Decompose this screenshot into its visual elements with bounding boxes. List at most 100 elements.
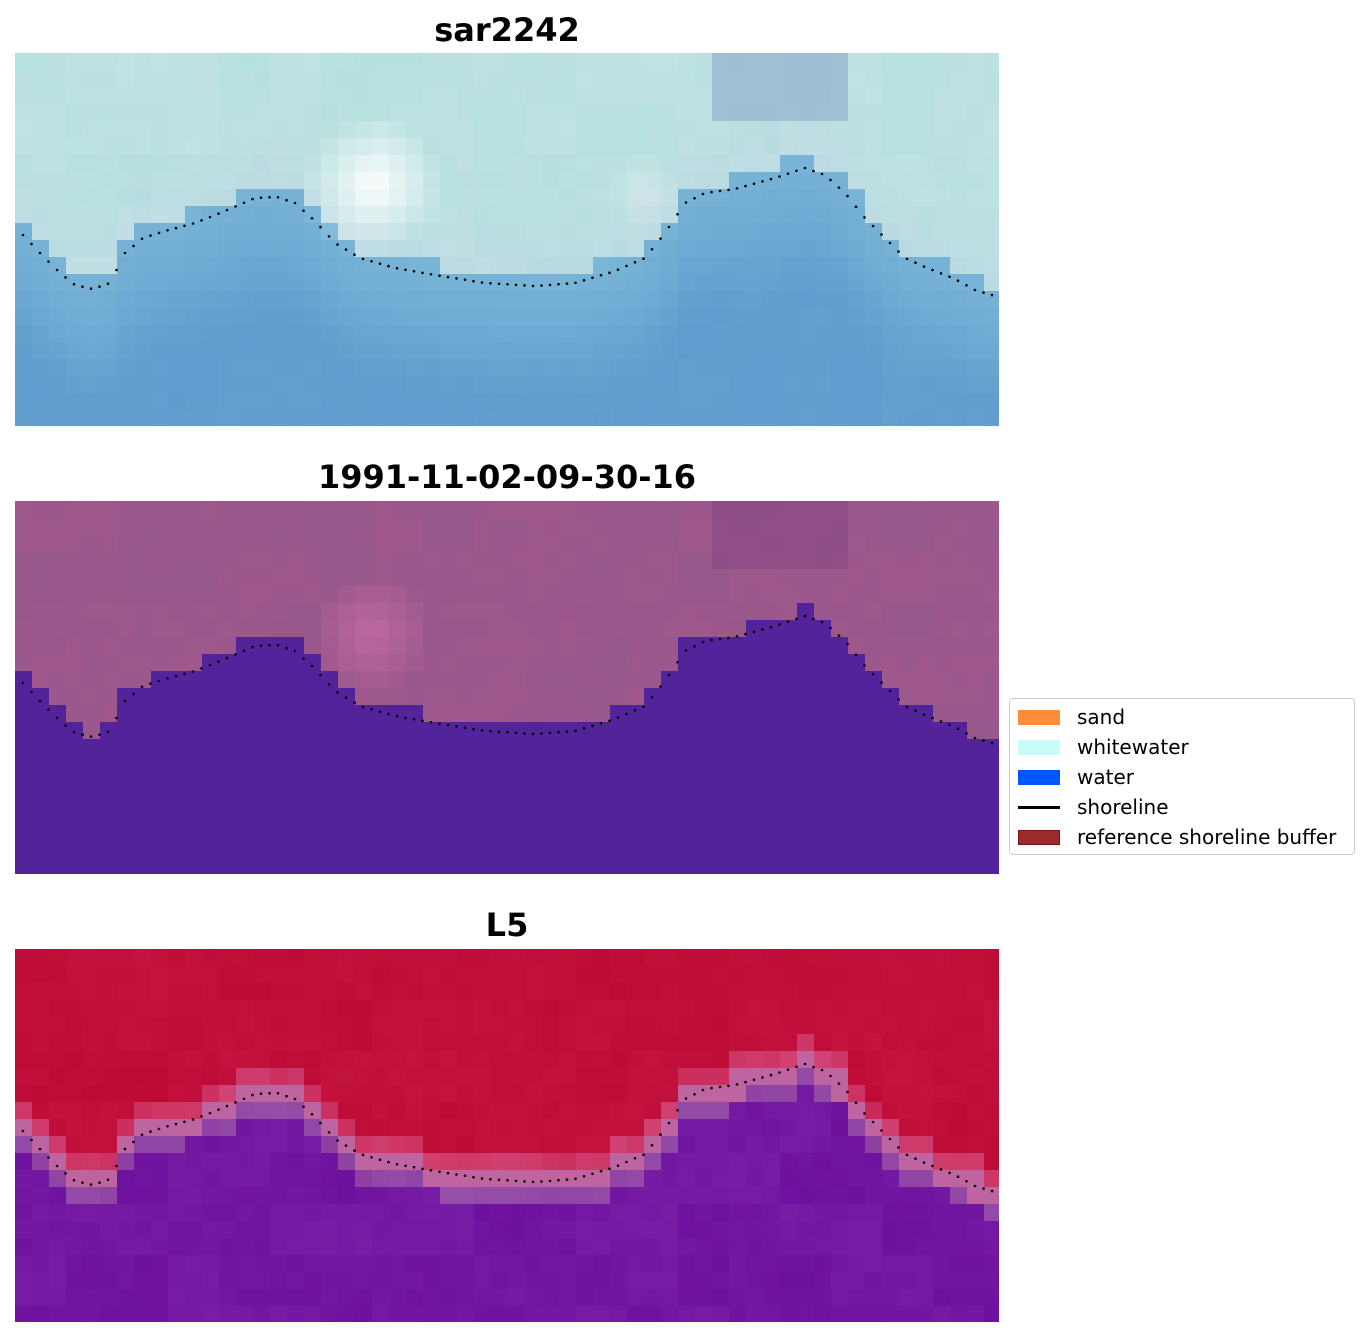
shoreline-point — [514, 731, 518, 735]
shoreline-point — [361, 257, 365, 261]
classification-image — [15, 501, 999, 874]
shoreline-point — [863, 216, 866, 219]
shoreline-point — [200, 667, 203, 670]
shoreline-point — [812, 1065, 815, 1069]
shoreline-point — [769, 177, 773, 181]
shoreline-point — [778, 1071, 781, 1074]
shoreline-point — [973, 288, 977, 292]
shoreline-swatch — [1018, 800, 1060, 815]
shoreline-point — [676, 661, 679, 664]
shoreline-point — [489, 282, 492, 285]
shoreline-point — [463, 726, 467, 730]
shoreline-point — [47, 260, 50, 263]
shoreline-point — [956, 279, 960, 282]
legend-item-water: water — [1018, 765, 1134, 789]
shoreline-point — [846, 642, 849, 646]
shoreline-point — [404, 268, 407, 272]
shoreline-point — [701, 640, 705, 644]
shoreline-point — [225, 1104, 229, 1108]
shoreline-point — [684, 1097, 688, 1100]
shoreline-point — [370, 260, 373, 263]
shoreline-point — [200, 1115, 203, 1118]
legend-item-sand: sand — [1018, 705, 1125, 729]
shoreline-point — [455, 277, 458, 280]
shoreline-point — [965, 284, 968, 287]
shoreline-point — [727, 1084, 730, 1088]
shoreline-point — [115, 268, 118, 272]
shoreline-point — [72, 1178, 76, 1182]
shoreline-point — [183, 672, 186, 676]
shoreline-point — [293, 201, 297, 205]
shoreline-point — [344, 248, 348, 251]
shoreline-point — [565, 730, 569, 733]
shoreline-point — [276, 644, 280, 647]
shoreline-point — [64, 724, 67, 727]
shoreline-point — [531, 732, 535, 736]
shoreline-point — [98, 285, 101, 288]
shoreline-point — [574, 281, 577, 285]
shoreline-point — [140, 685, 144, 689]
shoreline-point — [378, 262, 382, 265]
shoreline-point — [795, 617, 798, 621]
shoreline-point — [888, 241, 892, 245]
shoreline-point — [990, 1189, 994, 1193]
shoreline-point — [319, 1121, 322, 1125]
shoreline-point — [523, 284, 526, 287]
shoreline-point — [166, 229, 169, 232]
shoreline-point — [463, 1174, 467, 1178]
whitewater-swatch — [1018, 739, 1060, 755]
shoreline-point — [744, 1080, 747, 1084]
shoreline-point — [225, 656, 229, 660]
shoreline-point — [98, 733, 101, 736]
shoreline-point — [285, 198, 288, 202]
shoreline-point — [421, 1167, 424, 1171]
classification-panel — [15, 501, 999, 874]
shoreline-point — [106, 282, 110, 285]
shoreline-point — [157, 231, 161, 235]
shoreline-point — [761, 628, 764, 631]
shoreline-point — [735, 1083, 739, 1086]
shoreline-point — [217, 660, 220, 663]
shoreline-point — [582, 1175, 586, 1178]
shoreline-point — [531, 1180, 535, 1184]
shoreline-point — [293, 649, 297, 653]
shoreline-point — [761, 180, 764, 183]
shoreline-point — [276, 1092, 280, 1095]
shoreline-point — [378, 710, 382, 713]
shoreline-point — [540, 284, 543, 287]
shoreline-point — [89, 287, 93, 290]
sar-shoreline — [21, 166, 994, 297]
shoreline-point — [191, 670, 195, 673]
shoreline-point — [81, 1181, 84, 1184]
shoreline-point — [965, 732, 968, 735]
shoreline-point — [931, 268, 934, 272]
shoreline-point — [608, 719, 611, 722]
panel-title-1: sar2242 — [434, 11, 580, 49]
shoreline-point — [327, 1131, 331, 1134]
shoreline-point — [718, 637, 722, 641]
shoreline-point — [599, 273, 603, 277]
shoreline-point — [89, 735, 93, 738]
shoreline-point — [616, 268, 620, 271]
shoreline-point — [489, 1178, 492, 1181]
shoreline-point — [888, 1137, 892, 1141]
shoreline-point — [157, 679, 161, 683]
shoreline-point — [786, 172, 790, 175]
shoreline-point — [30, 242, 33, 246]
shoreline-point — [276, 196, 280, 199]
shoreline-point — [293, 1097, 297, 1101]
shoreline-point — [761, 1076, 764, 1079]
shoreline-point — [412, 270, 416, 273]
shoreline-point — [599, 1169, 603, 1173]
shoreline-point — [718, 189, 722, 193]
shoreline-point — [914, 261, 917, 264]
index-image — [15, 949, 999, 1322]
panel-title-2: 1991-11-02-09-30-16 — [317, 458, 697, 496]
shoreline-point — [81, 733, 84, 736]
shoreline-point — [863, 1112, 866, 1115]
shoreline-point — [183, 224, 186, 228]
shoreline-point — [234, 1101, 237, 1104]
shoreline-point — [786, 620, 790, 623]
legend-item-whitewater: whitewater — [1018, 735, 1189, 759]
shoreline-point — [948, 1171, 951, 1175]
